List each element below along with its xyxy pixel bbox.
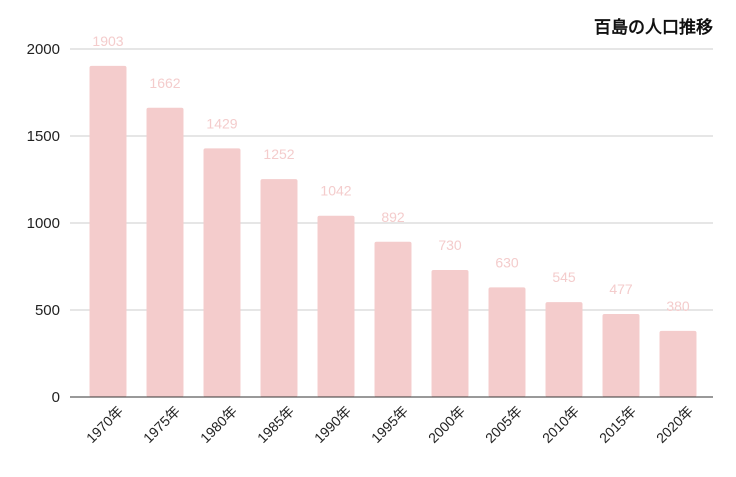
bars [89,65,697,398]
data-label: 545 [552,269,576,285]
bar-1980年 [203,148,241,397]
x-tick-label: 1970年 [83,403,126,446]
bar-1970年 [89,65,127,398]
data-label: 1429 [206,115,237,131]
bar-2010年 [545,302,583,397]
data-label: 892 [381,209,405,225]
y-axis-ticks: 0 500 1000 1500 2000 [27,41,60,406]
x-tick-label: 1980年 [197,403,240,446]
bar-1985年 [260,179,298,397]
data-label: 477 [609,281,633,297]
bar-2000年 [431,269,469,397]
x-tick-label: 2005年 [482,403,525,446]
x-axis-ticks: 1970年 1975年 1980年 1985年 1990年 1995年 2000年 2005年… [83,403,696,446]
data-label: 1662 [149,75,180,91]
data-label: 380 [666,298,690,314]
y-tick-label: 0 [52,389,60,406]
y-tick-label: 1500 [27,128,60,145]
x-tick-label: 1995年 [368,403,411,446]
data-label: 630 [495,254,519,270]
bar-2020年 [659,330,697,397]
x-tick-label: 2020年 [653,403,696,446]
x-tick-label: 1990年 [311,403,354,446]
x-tick-label: 2000年 [425,403,468,446]
data-label: 1042 [320,183,351,199]
bar-1995年 [374,241,412,397]
bar-2005年 [488,287,526,397]
x-tick-label: 1985年 [254,403,297,446]
bar-1975年 [146,107,184,397]
data-label: 1903 [92,33,123,49]
chart-title: 百島の人口推移 [594,17,713,37]
data-label: 730 [438,237,462,253]
x-tick-label: 2010年 [539,403,582,446]
bar-2015年 [602,314,640,397]
bar-1990年 [317,215,355,397]
x-tick-label: 2015年 [596,403,639,446]
data-label: 1252 [263,146,294,162]
y-tick-label: 2000 [27,41,60,58]
data-labels: 1903 1662 1429 1252 1042 892 730 630 545 477 380 [92,33,689,314]
x-tick-label: 1975年 [140,403,183,446]
y-tick-label: 1000 [27,215,60,232]
y-tick-label: 500 [35,302,60,319]
